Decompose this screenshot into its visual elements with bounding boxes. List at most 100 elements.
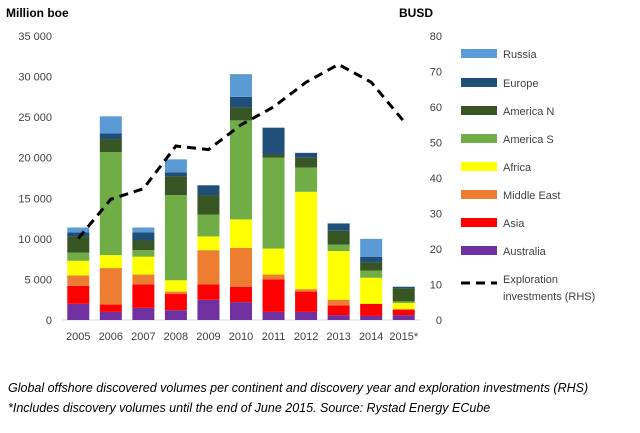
y-tick-label: 35 000 bbox=[18, 31, 52, 43]
x-tick-label: 2015* bbox=[389, 331, 418, 343]
y-tick-label: 0 bbox=[46, 315, 52, 327]
y2-tick-label: 80 bbox=[430, 31, 442, 43]
x-tick-label: 2014 bbox=[359, 331, 383, 343]
y-tick-label: 5 000 bbox=[24, 274, 52, 286]
legend-label-africa: Africa bbox=[503, 162, 532, 174]
bar-segment bbox=[295, 167, 318, 192]
bar-segment bbox=[360, 277, 383, 304]
bar-segment bbox=[132, 274, 155, 285]
legend-swatch-america-s bbox=[461, 134, 497, 143]
bar-segment bbox=[262, 157, 285, 249]
bar-segment bbox=[99, 152, 122, 256]
bar-segment bbox=[99, 304, 122, 312]
y-tick-label: 20 000 bbox=[18, 153, 52, 165]
legend-swatch-russia bbox=[461, 49, 497, 58]
bar-segment bbox=[392, 301, 415, 303]
y2-tick-label: 50 bbox=[430, 138, 442, 150]
bar-segment bbox=[67, 303, 90, 320]
y2-tick-label: 70 bbox=[430, 67, 442, 79]
y2-tick-label: 60 bbox=[430, 102, 442, 114]
bar-segment bbox=[392, 309, 415, 316]
legend-label-asia: Asia bbox=[503, 218, 525, 230]
bar-segment bbox=[164, 294, 187, 311]
bar-segment bbox=[327, 305, 350, 316]
bar-segment bbox=[197, 214, 220, 237]
bar-segment bbox=[295, 311, 318, 320]
bar-segment bbox=[132, 232, 155, 241]
x-tick-label: 2008 bbox=[164, 331, 188, 343]
legend-label-middle-east: Middle East bbox=[503, 190, 560, 202]
bar-segment bbox=[327, 230, 350, 245]
y2-tick-label: 20 bbox=[430, 244, 442, 256]
bar-segment bbox=[197, 185, 220, 196]
legend-label-america-s: America S bbox=[503, 134, 554, 146]
bar-segment bbox=[295, 289, 318, 292]
bar-segment bbox=[360, 262, 383, 271]
bar-segment bbox=[327, 223, 350, 231]
bar-segment bbox=[327, 244, 350, 252]
bar-segment bbox=[132, 284, 155, 308]
y-tick-label: 10 000 bbox=[18, 234, 52, 246]
legend-label-america-n: America N bbox=[503, 106, 554, 118]
bar-segment bbox=[67, 232, 90, 237]
stacked-bars bbox=[67, 74, 415, 320]
y-tick-label: 25 000 bbox=[18, 112, 52, 124]
bar-segment bbox=[230, 107, 252, 121]
bar-segment bbox=[230, 74, 252, 97]
x-tick-label: 2011 bbox=[262, 331, 286, 343]
x-tick-label: 2009 bbox=[196, 331, 220, 343]
bar-segment bbox=[262, 279, 285, 312]
bar-segment bbox=[360, 256, 383, 263]
bar-segment bbox=[67, 227, 90, 233]
bar-segment bbox=[132, 256, 155, 275]
x-tick-label: 2013 bbox=[326, 331, 350, 343]
bar-segment bbox=[99, 139, 122, 153]
bar-segment bbox=[230, 120, 252, 220]
bar-segment bbox=[230, 247, 252, 287]
bar-segment bbox=[67, 236, 90, 253]
x-axis-ticks: 2005 2006 2007 2008 2009 2010 2011 2012 2013 2014… bbox=[66, 331, 419, 343]
y2-axis-title: BUSD bbox=[399, 6, 433, 20]
left-axis-ticks: 0 5 000 10 000 15 000 20 000 25 000 30 000 35 0… bbox=[18, 31, 52, 327]
bar-segment bbox=[262, 311, 285, 320]
x-tick-label: 2007 bbox=[131, 331, 155, 343]
bar-segment bbox=[164, 195, 187, 281]
bar-segment bbox=[132, 307, 155, 320]
y-tick-label: 15 000 bbox=[18, 193, 52, 205]
bar-segment bbox=[230, 302, 252, 320]
y2-tick-label: 10 bbox=[430, 280, 442, 292]
bar-segment bbox=[164, 280, 187, 292]
investments-line bbox=[77, 62, 405, 240]
bar-segment bbox=[197, 195, 220, 215]
y2-tick-label: 0 bbox=[436, 315, 442, 327]
legend-label-australia: Australia bbox=[503, 246, 547, 258]
legend-swatch-australia bbox=[461, 246, 497, 255]
legend-swatch-europe bbox=[461, 78, 497, 87]
bar-segment bbox=[360, 303, 383, 316]
y-tick-label: 30 000 bbox=[18, 72, 52, 84]
bar-segment bbox=[197, 250, 220, 285]
bar-segment bbox=[230, 286, 252, 303]
bar-segment bbox=[392, 302, 415, 310]
legend-swatch-middle-east bbox=[461, 190, 497, 199]
bar-segment bbox=[164, 291, 187, 295]
bar-segment bbox=[197, 284, 220, 300]
bar-segment bbox=[67, 260, 90, 276]
legend-swatch-asia bbox=[461, 218, 497, 227]
bar-segment bbox=[99, 133, 122, 140]
bar-segment bbox=[295, 157, 318, 168]
legend-swatch-africa bbox=[461, 162, 497, 171]
x-tick-label: 2010 bbox=[229, 331, 253, 343]
bar-segment bbox=[67, 275, 90, 286]
legend: Russia Europe America N America S Africa… bbox=[461, 49, 595, 303]
legend-label-investments-line2: investments (RHS) bbox=[503, 291, 595, 303]
right-axis-ticks: 0 10 20 30 40 50 60 70 80 bbox=[430, 31, 442, 327]
legend-label-russia: Russia bbox=[503, 49, 538, 61]
bar-segment bbox=[67, 285, 90, 304]
bar-segment bbox=[230, 96, 252, 108]
x-tick-label: 2012 bbox=[294, 331, 318, 343]
bar-segment bbox=[295, 191, 318, 290]
bar-segment bbox=[197, 299, 220, 320]
x-tick-label: 2005 bbox=[66, 331, 90, 343]
